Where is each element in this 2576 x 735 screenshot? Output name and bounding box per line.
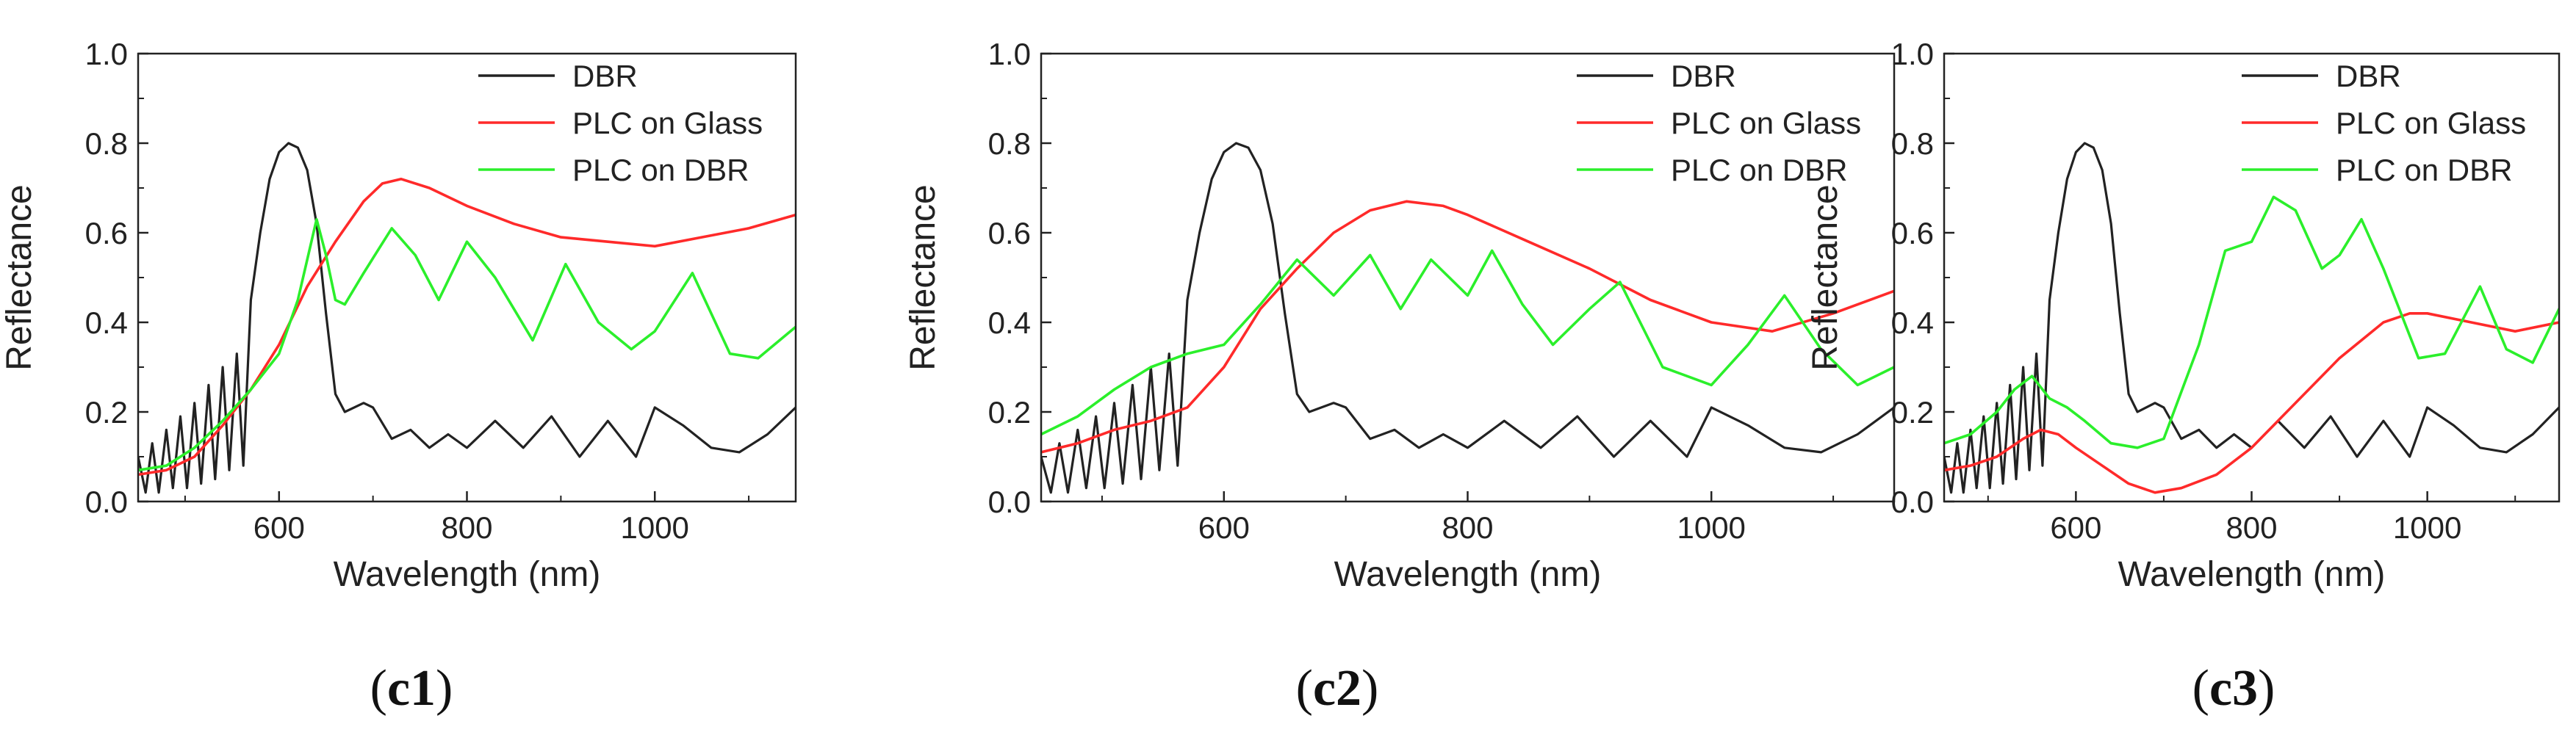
x-axis-label: Wavelength (nm) (334, 555, 601, 594)
x-tick-label: 800 (1442, 510, 1493, 545)
x-tick-label: 1000 (1677, 510, 1745, 545)
panel-caption: (c2) (1296, 660, 1379, 717)
series-line-plc-on-glass (1041, 200, 1894, 454)
series-line-dbr (1944, 142, 2559, 494)
caption-label: c3 (2209, 660, 2258, 717)
x-tick-label: 600 (1198, 510, 1250, 545)
y-tick-label: 0.4 (988, 305, 1031, 340)
y-tick-label: 1.0 (988, 37, 1031, 71)
y-tick-label: 0.4 (85, 305, 128, 340)
legend-label-plc-on-glass: PLC on Glass (1671, 106, 1861, 140)
legend-label-plc-on-glass: PLC on Glass (572, 106, 763, 140)
chart-panel-1: 0.0 0.2 0.4 0.6 0.8 1.0 600 800 1000 Wavelength (… (0, 37, 797, 717)
caption-open-paren: ( (2192, 660, 2209, 717)
legend-label-dbr: DBR (572, 59, 638, 93)
x-tick-label: 1000 (620, 510, 688, 545)
y-axis-label: Reflectance (1806, 184, 1845, 370)
legend-label-plc-on-glass: PLC on Glass (2336, 106, 2526, 140)
y-tick-label: 0.6 (85, 216, 128, 250)
series-line-plc-on-glass (138, 178, 796, 477)
caption-close-paren: ) (1361, 660, 1378, 717)
y-tick-label: 0.0 (1891, 485, 1934, 519)
series-line-dbr (1041, 142, 1894, 494)
caption-label: c1 (387, 660, 436, 717)
y-axis-label: Reflectance (0, 184, 39, 370)
y-tick-label: 0.0 (85, 485, 128, 519)
legend-label-plc-on-dbr: PLC on DBR (2336, 153, 2512, 187)
series-group (1041, 142, 1894, 494)
legend-label-plc-on-dbr: PLC on DBR (1671, 153, 1847, 187)
y-tick-label: 0.2 (988, 395, 1031, 430)
series-group (1944, 142, 2559, 494)
caption-close-paren: ) (436, 660, 453, 717)
legend-label-dbr: DBR (2336, 59, 2401, 93)
caption-close-paren: ) (2258, 660, 2275, 717)
chart-panel-2: 0.0 0.2 0.4 0.6 0.8 1.0 600 800 1000 Wavelength (… (904, 37, 1896, 717)
series-group (138, 142, 796, 494)
caption-open-paren: ( (1296, 660, 1313, 717)
y-tick-label: 0.8 (988, 126, 1031, 161)
legend-label-plc-on-dbr: PLC on DBR (572, 153, 749, 187)
series-line-plc-on-dbr (1041, 249, 1894, 436)
y-axis-label: Reflectance (904, 184, 943, 370)
y-tick-label: 0.8 (1891, 126, 1934, 161)
x-tick-label: 600 (2050, 510, 2101, 545)
panel-caption: (c3) (2192, 660, 2275, 717)
caption-open-paren: ( (370, 660, 387, 717)
series-line-plc-on-dbr (138, 217, 796, 472)
y-tick-label: 0.2 (1891, 395, 1934, 430)
y-tick-label: 0.6 (988, 216, 1031, 250)
x-tick-label: 800 (441, 510, 492, 545)
series-line-plc-on-glass (1944, 312, 2559, 494)
series-line-plc-on-dbr (1944, 195, 2559, 449)
y-tick-label: 0.6 (1891, 216, 1934, 250)
y-tick-label: 0.0 (988, 485, 1031, 519)
y-tick-label: 1.0 (1891, 37, 1934, 71)
panel-caption: (c1) (370, 660, 453, 717)
x-axis-label: Wavelength (nm) (2118, 555, 2386, 594)
y-tick-label: 1.0 (85, 37, 128, 71)
y-tick-label: 0.4 (1891, 305, 1934, 340)
x-tick-label: 1000 (2393, 510, 2461, 545)
x-axis-label: Wavelength (nm) (1334, 555, 1602, 594)
legend-label-dbr: DBR (1671, 59, 1736, 93)
y-tick-label: 0.2 (85, 395, 128, 430)
caption-label: c2 (1313, 660, 1361, 717)
series-line-dbr (138, 142, 796, 494)
x-tick-label: 600 (253, 510, 305, 545)
y-tick-label: 0.8 (85, 126, 128, 161)
x-tick-label: 800 (2226, 510, 2277, 545)
